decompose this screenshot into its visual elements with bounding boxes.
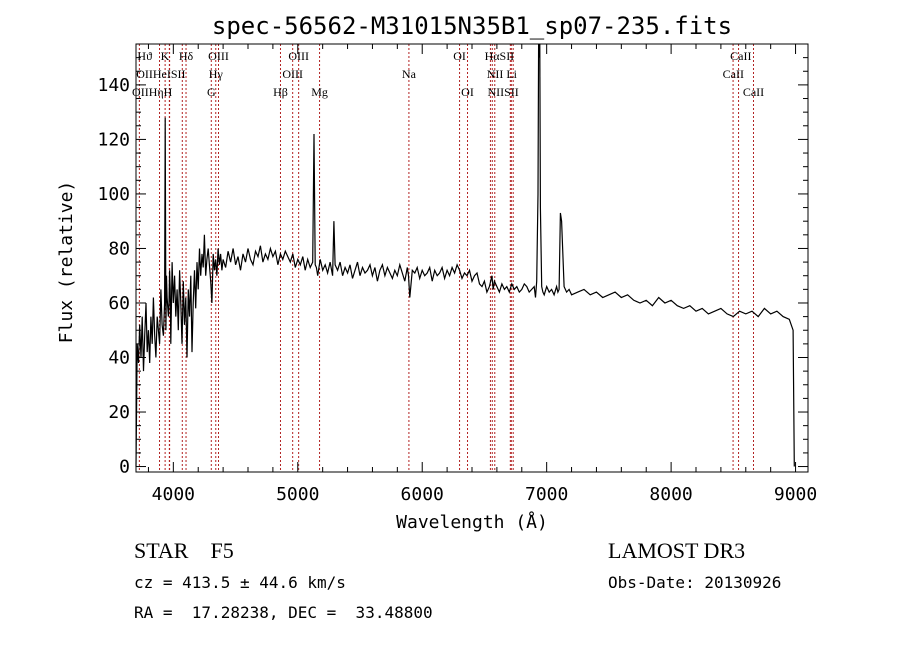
- emission-line-label: CaII: [723, 67, 744, 81]
- spectral-subclass: F5: [210, 538, 234, 563]
- y-tick-label: 80: [108, 238, 130, 259]
- emission-line-label: HαSII: [485, 49, 515, 63]
- y-tick-label: 120: [97, 129, 130, 150]
- x-tick-label: 5000: [276, 484, 319, 505]
- emission-line-label: OIIHeISII: [136, 67, 185, 81]
- emission-line-label: Hγ: [209, 67, 224, 81]
- emission-line-label: Hβ: [273, 85, 288, 99]
- y-axis: 0 20 40 60 80 100 120 140: [97, 57, 808, 478]
- observation-date: Obs-Date: 20130926: [608, 573, 782, 592]
- x-axis: 4000 5000 6000 7000 8000 9000: [147, 44, 817, 505]
- emission-line-label: Hϑ: [137, 49, 152, 63]
- emission-line-label: OI: [453, 49, 466, 63]
- x-axis-label: Wavelength (Å): [396, 511, 548, 533]
- emission-line-label: OIII: [288, 49, 309, 63]
- chart-title: spec-56562-M31015N35B1_sp07-235.fits: [212, 12, 732, 40]
- emission-line-label: Na: [402, 67, 417, 81]
- y-tick-label: 100: [97, 184, 130, 205]
- x-tick-label: 4000: [152, 484, 195, 505]
- object-type-label: STAR F5: [134, 538, 234, 564]
- y-tick-label: 40: [108, 348, 130, 369]
- y-tick-label: 0: [119, 457, 130, 478]
- emission-line-label: NIISII: [487, 85, 518, 99]
- emission-line-label: NII Li: [487, 67, 518, 81]
- y-axis-label: Flux (relative): [56, 181, 77, 344]
- emission-line-label: G: [207, 85, 216, 99]
- plot-frame: [135, 43, 809, 473]
- spectrum-line: [135, 43, 795, 467]
- emission-line-labels: Hϑ K Hδ OIII OIII OI HαSII CaII OIIHeISII Hγ OIII N…: [132, 49, 764, 99]
- emission-line-label: K: [161, 49, 170, 63]
- emission-line-label: Mg: [311, 85, 328, 99]
- emission-line-label: OI: [461, 85, 474, 99]
- y-tick-label: 60: [108, 293, 130, 314]
- emission-line-label: CaII: [743, 85, 764, 99]
- x-tick-label: 9000: [774, 484, 817, 505]
- y-tick-label: 140: [97, 75, 130, 96]
- emission-line-label: Hδ: [179, 49, 194, 63]
- emission-line-label: OIII: [282, 67, 303, 81]
- emission-line-markers: [138, 44, 754, 472]
- object-type: STAR: [134, 538, 189, 563]
- x-tick-label: 7000: [525, 484, 568, 505]
- x-tick-label: 8000: [649, 484, 692, 505]
- coordinates-readout: RA = 17.28238, DEC = 33.48800: [134, 603, 433, 622]
- survey-label: LAMOST DR3: [608, 538, 746, 563]
- redshift-readout: cz = 413.5 ± 44.6 km/s: [134, 573, 346, 592]
- x-tick-label: 6000: [401, 484, 444, 505]
- emission-line-label: OIIHηH: [132, 85, 173, 99]
- emission-line-label: CaII: [730, 49, 751, 63]
- y-tick-label: 20: [108, 402, 130, 423]
- emission-line-label: OIII: [208, 49, 229, 63]
